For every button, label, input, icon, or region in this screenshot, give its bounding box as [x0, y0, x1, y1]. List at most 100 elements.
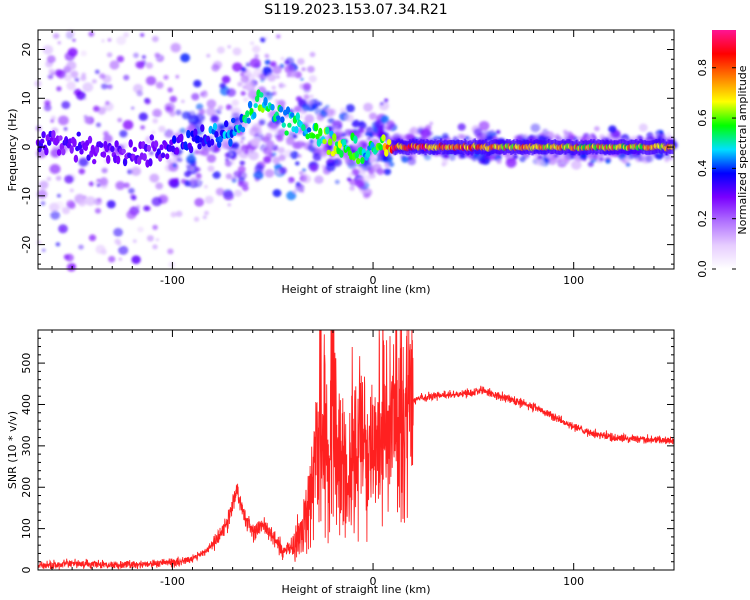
spectrogram-ridge-cell: [240, 126, 246, 133]
spectrogram-ridge: [35, 89, 675, 168]
spectrogram-ridge-cell: [327, 138, 333, 146]
spectrogram-speckle: [429, 121, 434, 126]
spectrogram-speckle: [345, 114, 354, 122]
spectrogram-speckle: [181, 99, 185, 104]
spectrogram-speckle: [66, 60, 77, 71]
spectrogram-ticks: [38, 29, 675, 269]
spectrogram-ridge-cell: [318, 127, 323, 137]
spectrogram-speckle: [41, 248, 46, 252]
snr-y-tick-label: 400: [20, 394, 33, 415]
spectrogram-speckle: [149, 151, 154, 156]
spectrogram-speckle: [54, 201, 65, 210]
snr-x-tick-labels: -100 0 100: [160, 575, 584, 588]
spectrogram-speckle: [225, 173, 233, 180]
spectrogram-speckle: [302, 168, 306, 173]
spectrogram-speckle: [232, 47, 242, 56]
spectrogram-ridge-cell: [231, 117, 236, 123]
spectrogram-ridge-cell: [339, 150, 344, 158]
spectrogram-speckle: [410, 134, 415, 139]
spectrogram-speckle: [250, 137, 261, 147]
spectrogram-speckle: [219, 82, 227, 89]
snr-x-label: Height of straight line (km): [281, 583, 430, 596]
spectrogram-speckle: [101, 83, 108, 90]
spectrogram-speckle: [420, 128, 431, 139]
spectrogram-speckle: [226, 88, 236, 97]
spectrogram-speckle: [239, 160, 245, 166]
spectrogram-speckle: [530, 123, 541, 133]
spectrogram-speckle: [259, 73, 268, 81]
spectrogram-speckle: [562, 129, 568, 134]
spectrogram-speckle: [107, 38, 112, 42]
spectrogram-ridge-cell: [188, 145, 194, 154]
spectrogram-speckle: [115, 181, 125, 190]
spectrogram-speckle: [93, 198, 102, 206]
spectrogram-speckle: [133, 52, 139, 58]
spectrogram-speckle: [58, 115, 69, 126]
spectrogram-speckle: [441, 162, 446, 167]
spectrogram-ridge-cell: [360, 157, 365, 164]
spectrogram-speckle: [308, 75, 317, 83]
spectrogram-speckle: [332, 120, 343, 130]
snr-ticks: [38, 329, 675, 571]
spectrogram-speckle: [243, 97, 249, 102]
spectrogram-speckle: [166, 158, 172, 164]
spectrogram-speckle: [278, 154, 286, 161]
figure-title: S119.2023.153.07.34.R21: [264, 2, 447, 18]
spectrogram-speckle: [490, 129, 495, 133]
spectrogram-speckle: [80, 50, 87, 57]
spectrogram-speckle: [249, 58, 261, 69]
spectrogram-speckle: [91, 79, 97, 84]
spectrogram-speckle: [46, 55, 56, 64]
spectrogram-speckle: [309, 94, 314, 99]
spectrogram-speckle: [334, 179, 340, 185]
spectrogram-speckle: [96, 122, 101, 128]
spectrogram-ridge-cell: [114, 140, 119, 148]
spectrogram-ridge-cell: [346, 146, 351, 152]
spectrogram-ridge-cell: [285, 106, 291, 115]
spectrogram-speckle: [194, 149, 200, 155]
spectrogram-speckle: [310, 102, 318, 110]
spectrogram-speckle: [339, 107, 347, 114]
spectrogram-speckle: [310, 164, 318, 172]
spectrogram-ridge-cell: [51, 130, 56, 139]
spectrogram-speckle: [401, 155, 409, 163]
spectrogram-ridge-cell: [179, 133, 184, 143]
spectrogram-speckle: [248, 151, 259, 161]
spectrogram-speckle: [271, 85, 276, 90]
spectrogram-speckle: [293, 105, 302, 113]
spectrogram-ridge-cell: [313, 122, 319, 132]
spectrogram-speckle: [88, 234, 97, 242]
spectrogram-ridge-halo: [529, 138, 533, 153]
spectrogram-speckle: [195, 172, 202, 179]
spectrogram-speckle: [101, 167, 108, 174]
spectrogram-speckle: [231, 99, 239, 107]
spectrogram-speckle: [151, 130, 156, 135]
spectrogram-speckle: [36, 240, 42, 245]
spectrogram-speckle: [81, 72, 87, 77]
spectrogram-x-tick-label: 0: [370, 274, 377, 287]
spectrogram-ridge-cell: [311, 133, 316, 139]
spectrogram-speckle: [245, 62, 251, 67]
spectrogram-ridge-cell: [174, 147, 180, 155]
spectrogram-speckle: [206, 154, 217, 163]
spectrogram-speckle: [74, 77, 80, 83]
spectrogram-speckle: [154, 52, 161, 58]
colorbar-tick-label: 0.6: [696, 109, 709, 127]
spectrogram-ridge-cell: [278, 106, 284, 113]
spectrogram-speckle: [78, 168, 86, 175]
spectrogram-speckle: [364, 132, 369, 136]
spectrogram-speckle: [457, 123, 466, 131]
spectrogram-speckle: [175, 109, 182, 116]
spectrogram-ridge-cell: [56, 149, 62, 156]
spectrogram-speckle: [548, 157, 557, 166]
spectrogram-speckle: [253, 170, 264, 180]
spectrogram-speckle: [163, 75, 169, 80]
spectrogram-speckle: [123, 32, 129, 38]
spectrogram-speckle: [128, 187, 135, 194]
spectrogram-speckle: [215, 108, 222, 115]
spectrogram-speckle: [623, 134, 627, 138]
spectrogram-speckle: [286, 137, 295, 146]
spectrogram-speckle: [116, 241, 122, 246]
spectrogram-ridge-cell: [146, 144, 152, 152]
spectrogram-speckle: [380, 102, 384, 106]
